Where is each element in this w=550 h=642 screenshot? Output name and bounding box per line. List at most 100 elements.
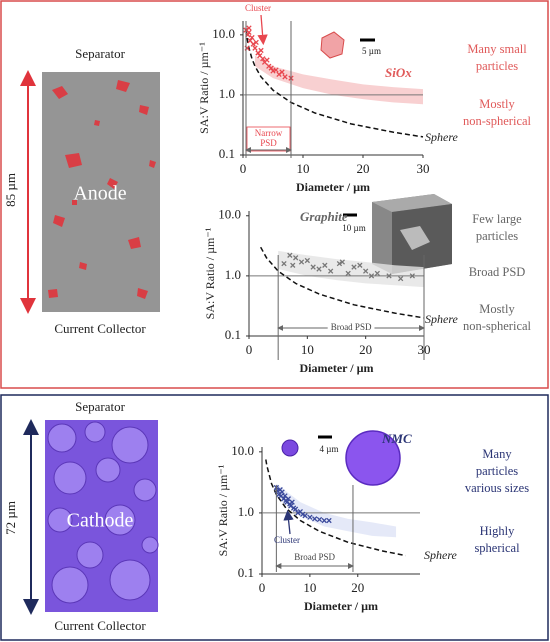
data-point bbox=[270, 68, 276, 74]
x-axis-title: Diameter / µm bbox=[300, 361, 374, 375]
data-point bbox=[310, 264, 316, 270]
data-point bbox=[307, 514, 313, 520]
data-point bbox=[252, 45, 258, 51]
data-point bbox=[293, 255, 299, 261]
psd-label: Broad PSD bbox=[331, 322, 372, 332]
data-point bbox=[292, 506, 299, 512]
anode-image bbox=[42, 72, 160, 312]
nmc-small-particle bbox=[281, 439, 299, 457]
x-axis-title: Diameter / µm bbox=[304, 599, 378, 613]
sphere-label: Sphere bbox=[425, 130, 459, 144]
scale-label: 5 µm bbox=[362, 46, 381, 56]
y-tick-label: 10.0 bbox=[231, 443, 254, 458]
y-tick-label: 0.1 bbox=[219, 146, 235, 161]
cathode-bottom-label: Current Collector bbox=[54, 618, 146, 633]
cathode-image bbox=[45, 420, 159, 612]
data-point bbox=[345, 270, 351, 277]
cathode-top-label: Separator bbox=[75, 399, 125, 414]
note: Mostly bbox=[479, 302, 515, 316]
x-tick-label: 30 bbox=[417, 161, 430, 176]
data-point bbox=[246, 25, 252, 31]
data-point bbox=[281, 260, 287, 267]
y-axis-title: SA:V Ratio / µm⁻¹ bbox=[197, 42, 211, 134]
psd-label: Narrow bbox=[255, 128, 283, 138]
trend-band bbox=[276, 483, 397, 538]
note: various sizes bbox=[465, 481, 529, 495]
data-point bbox=[386, 273, 392, 279]
siox-particle bbox=[320, 31, 345, 59]
anode-top-label: Separator bbox=[75, 46, 125, 61]
data-point bbox=[336, 260, 343, 267]
data-point bbox=[312, 516, 318, 522]
anode-label: Anode bbox=[73, 183, 126, 205]
psd-label-bg bbox=[291, 552, 339, 564]
data-point bbox=[290, 262, 296, 268]
data-point bbox=[328, 268, 334, 274]
y-tick-label: 10.0 bbox=[218, 207, 241, 222]
y-tick-label: 0.1 bbox=[225, 327, 241, 342]
psd-label: PSD bbox=[260, 138, 277, 148]
data-point bbox=[374, 270, 380, 277]
data-point bbox=[260, 56, 266, 62]
x-tick-label: 10 bbox=[301, 342, 314, 357]
data-point bbox=[357, 262, 363, 268]
note: Broad PSD bbox=[469, 265, 526, 279]
y-axis-title: SA:V Ratio / µm⁻¹ bbox=[203, 227, 217, 319]
data-point bbox=[363, 268, 369, 274]
scale-label: 10 µm bbox=[342, 223, 365, 233]
cluster-arrow bbox=[257, 14, 268, 46]
data-point bbox=[326, 517, 332, 524]
data-point bbox=[322, 262, 328, 268]
x-tick-label: 20 bbox=[359, 342, 372, 357]
anode-bottom-label: Current Collector bbox=[54, 321, 146, 336]
scale-label: 4 µm bbox=[320, 444, 339, 454]
sphere-label: Sphere bbox=[424, 548, 458, 562]
cluster-label: Cluster bbox=[274, 535, 300, 545]
note: non-spherical bbox=[463, 319, 532, 333]
cathode-thickness: 72 µm bbox=[3, 501, 18, 535]
data-point bbox=[289, 499, 295, 505]
cluster-label: Cluster bbox=[245, 3, 271, 13]
y-tick-label: 1.0 bbox=[219, 86, 235, 101]
y-tick-label: 1.0 bbox=[225, 267, 241, 282]
x-tick-label: 10 bbox=[303, 580, 316, 595]
note: particles bbox=[476, 464, 518, 478]
data-point bbox=[274, 488, 280, 494]
x-tick-label: 20 bbox=[357, 161, 370, 176]
note: Many bbox=[482, 447, 512, 461]
data-point bbox=[250, 41, 256, 47]
psd-label: Broad PSD bbox=[294, 552, 335, 562]
x-axis-title: Diameter / µm bbox=[296, 180, 370, 194]
x-tick-label: 0 bbox=[240, 161, 247, 176]
sphere-label: Sphere bbox=[425, 312, 459, 326]
data-point bbox=[339, 259, 345, 265]
trend-band bbox=[255, 55, 423, 105]
data-point bbox=[316, 266, 322, 272]
nmc-large-particle bbox=[345, 430, 401, 486]
x-tick-label: 20 bbox=[351, 580, 364, 595]
sphere-curve bbox=[260, 246, 425, 319]
data-point bbox=[249, 34, 255, 41]
note: particles bbox=[476, 59, 518, 73]
data-point bbox=[273, 67, 279, 73]
data-point bbox=[282, 74, 288, 80]
y-tick-label: 0.1 bbox=[238, 565, 254, 580]
data-point bbox=[284, 499, 290, 505]
material-label: SiOx bbox=[385, 65, 412, 80]
data-point bbox=[321, 517, 327, 524]
cluster-arrow bbox=[283, 509, 294, 535]
data-point bbox=[398, 275, 404, 282]
data-point bbox=[268, 65, 274, 71]
note: Highly bbox=[480, 524, 515, 538]
note: Mostly bbox=[479, 97, 515, 111]
note: non-spherical bbox=[463, 114, 532, 128]
y-tick-label: 10.0 bbox=[212, 26, 235, 41]
data-point bbox=[298, 259, 305, 265]
x-tick-label: 0 bbox=[259, 580, 266, 595]
x-tick-label: 10 bbox=[297, 161, 310, 176]
data-point bbox=[304, 257, 310, 264]
x-tick-label: 0 bbox=[246, 342, 253, 357]
data-point bbox=[302, 513, 308, 519]
psd-label-bg bbox=[327, 322, 375, 334]
